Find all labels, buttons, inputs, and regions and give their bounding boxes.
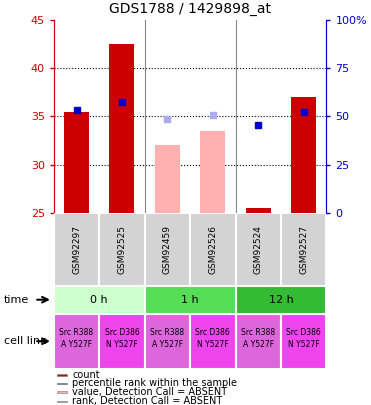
Bar: [57, 383, 67, 384]
Text: GSM92524: GSM92524: [254, 225, 263, 273]
Text: 12 h: 12 h: [269, 295, 293, 305]
Bar: [281, 213, 326, 286]
Text: percentile rank within the sample: percentile rank within the sample: [72, 379, 237, 388]
Bar: [99, 213, 145, 286]
Text: value, Detection Call = ABSENT: value, Detection Call = ABSENT: [72, 387, 227, 397]
Bar: [281, 314, 326, 369]
Bar: [54, 286, 145, 314]
Text: count: count: [72, 370, 100, 380]
Bar: [236, 286, 326, 314]
Bar: [145, 314, 190, 369]
Text: GSM92527: GSM92527: [299, 225, 308, 273]
Bar: [190, 213, 236, 286]
Text: Src R388
A Y527F: Src R388 A Y527F: [150, 328, 184, 349]
Text: Src R388
A Y527F: Src R388 A Y527F: [241, 328, 275, 349]
Bar: [291, 97, 316, 213]
Text: time: time: [4, 295, 29, 305]
Text: rank, Detection Call = ABSENT: rank, Detection Call = ABSENT: [72, 396, 223, 405]
Text: Src D386
N Y527F: Src D386 N Y527F: [196, 328, 230, 349]
Bar: [145, 286, 236, 314]
Text: Src R388
A Y527F: Src R388 A Y527F: [59, 328, 93, 349]
Title: GDS1788 / 1429898_at: GDS1788 / 1429898_at: [109, 2, 271, 17]
Bar: [64, 112, 89, 213]
Bar: [57, 391, 67, 392]
Text: GSM92526: GSM92526: [209, 225, 217, 273]
Bar: [54, 314, 99, 369]
Bar: [57, 401, 67, 402]
Bar: [99, 314, 145, 369]
Text: GSM92459: GSM92459: [163, 225, 172, 273]
Text: GSM92525: GSM92525: [118, 225, 127, 273]
Bar: [236, 213, 281, 286]
Bar: [190, 314, 236, 369]
Bar: [145, 213, 190, 286]
Text: 1 h: 1 h: [181, 295, 199, 305]
Bar: [54, 213, 99, 286]
Text: Src D386
N Y527F: Src D386 N Y527F: [105, 328, 139, 349]
Bar: [57, 374, 67, 376]
Bar: [109, 44, 134, 213]
Bar: [236, 314, 281, 369]
Text: 0 h: 0 h: [91, 295, 108, 305]
Bar: [200, 131, 225, 213]
Text: GSM92297: GSM92297: [72, 225, 81, 273]
Bar: [155, 145, 180, 213]
Text: Src D386
N Y527F: Src D386 N Y527F: [286, 328, 321, 349]
Bar: [246, 208, 271, 213]
Text: cell line: cell line: [4, 336, 47, 346]
